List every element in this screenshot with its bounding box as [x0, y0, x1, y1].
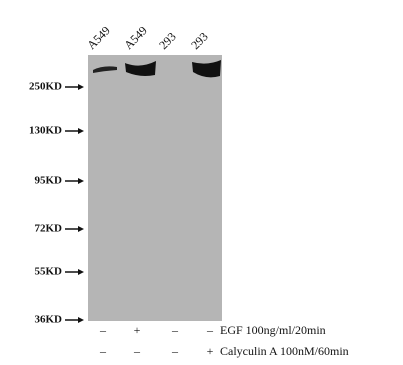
treatment-sign: –	[206, 323, 214, 337]
lane-label: 293	[156, 29, 179, 52]
marker-arrowhead	[78, 84, 84, 90]
blot-membrane	[88, 55, 222, 321]
lane-label: A549	[121, 23, 150, 52]
treatment-label: Calyculin A 100nM/60min	[220, 344, 349, 358]
marker-arrowhead	[78, 178, 84, 184]
lane-label: 293	[188, 29, 211, 52]
treatment-sign: –	[133, 344, 141, 358]
blot-figure: A549 A549 293 293 250KD 130KD 95KD 72KD 55KD 36KD…	[0, 0, 403, 365]
lane-label: A549	[84, 23, 113, 52]
treatment-label: EGF 100ng/ml/20min	[220, 323, 326, 337]
marker-arrowhead	[78, 269, 84, 275]
marker-label: 95KD	[35, 175, 63, 187]
marker-label: 130KD	[29, 125, 62, 137]
treatment-sign: +	[134, 323, 141, 337]
treatment-sign: –	[171, 323, 179, 337]
marker-label: 250KD	[29, 81, 62, 93]
marker-arrowhead	[78, 226, 84, 232]
marker-label: 55KD	[35, 266, 63, 278]
marker-label: 36KD	[35, 314, 63, 326]
treatment-sign: +	[207, 344, 214, 358]
marker-arrowhead	[78, 128, 84, 134]
marker-label: 72KD	[35, 223, 63, 235]
treatment-sign: –	[99, 323, 107, 337]
treatment-sign: –	[99, 344, 107, 358]
marker-arrowhead	[78, 317, 84, 323]
treatment-sign: –	[171, 344, 179, 358]
